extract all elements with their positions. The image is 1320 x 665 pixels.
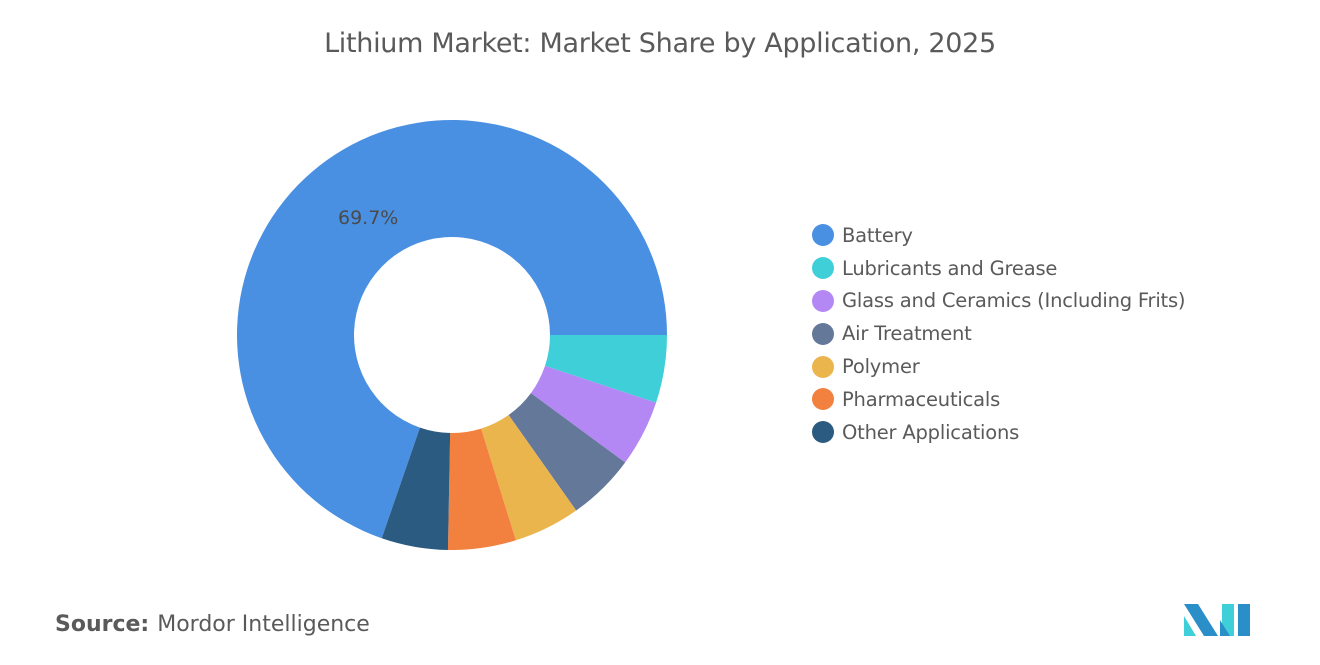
legend-item: Pharmaceuticals <box>812 383 1185 416</box>
legend-label: Polymer <box>842 355 920 379</box>
legend-item: Glass and Ceramics (Including Frits) <box>812 285 1186 318</box>
source-label: Source: <box>55 612 150 637</box>
legend-item: Air Treatment <box>812 317 1185 350</box>
legend-label: Pharmaceuticals <box>842 387 1001 411</box>
legend-item: Battery <box>812 219 1185 252</box>
slice-air-treatment <box>508 393 626 511</box>
slice-polymer <box>481 415 577 541</box>
legend-label: Glass and Ceramics (Including Frits) <box>842 289 1186 313</box>
legend-item: Other Applications <box>812 416 1185 449</box>
legend-label: Lubricants and Grease <box>842 256 1058 280</box>
slice-battery <box>237 119 667 539</box>
slice-other-applications <box>381 427 451 550</box>
legend-swatch <box>812 388 834 411</box>
legend: Battery Lubricants and Grease Glass and Ce… <box>812 219 1186 449</box>
chart-title: Lithium Market: Market Share by Applicat… <box>324 28 996 59</box>
legend-swatch <box>812 355 834 378</box>
slice-pharmaceuticals <box>447 428 516 550</box>
source-value: Mordor Intelligence <box>157 612 370 637</box>
slice-glass-and-ceramics-including-frits <box>530 365 657 463</box>
legend-swatch <box>812 322 834 345</box>
legend-swatch <box>812 289 834 312</box>
mordor-logo <box>1184 604 1250 636</box>
data-label-battery: 69.7% <box>338 207 398 229</box>
slice-lubricants-and-grease <box>545 335 667 403</box>
source: Source: Mordor Intelligence <box>55 612 370 637</box>
legend-item: Polymer <box>812 350 1185 383</box>
legend-item: Lubricants and Grease <box>812 252 1185 285</box>
donut-chart: 69.7% <box>237 119 667 550</box>
legend-label: Battery <box>842 223 913 247</box>
legend-swatch <box>812 421 834 444</box>
legend-label: Other Applications <box>842 420 1020 444</box>
legend-swatch <box>812 224 834 247</box>
legend-swatch <box>812 257 834 280</box>
legend-label: Air Treatment <box>842 322 972 346</box>
